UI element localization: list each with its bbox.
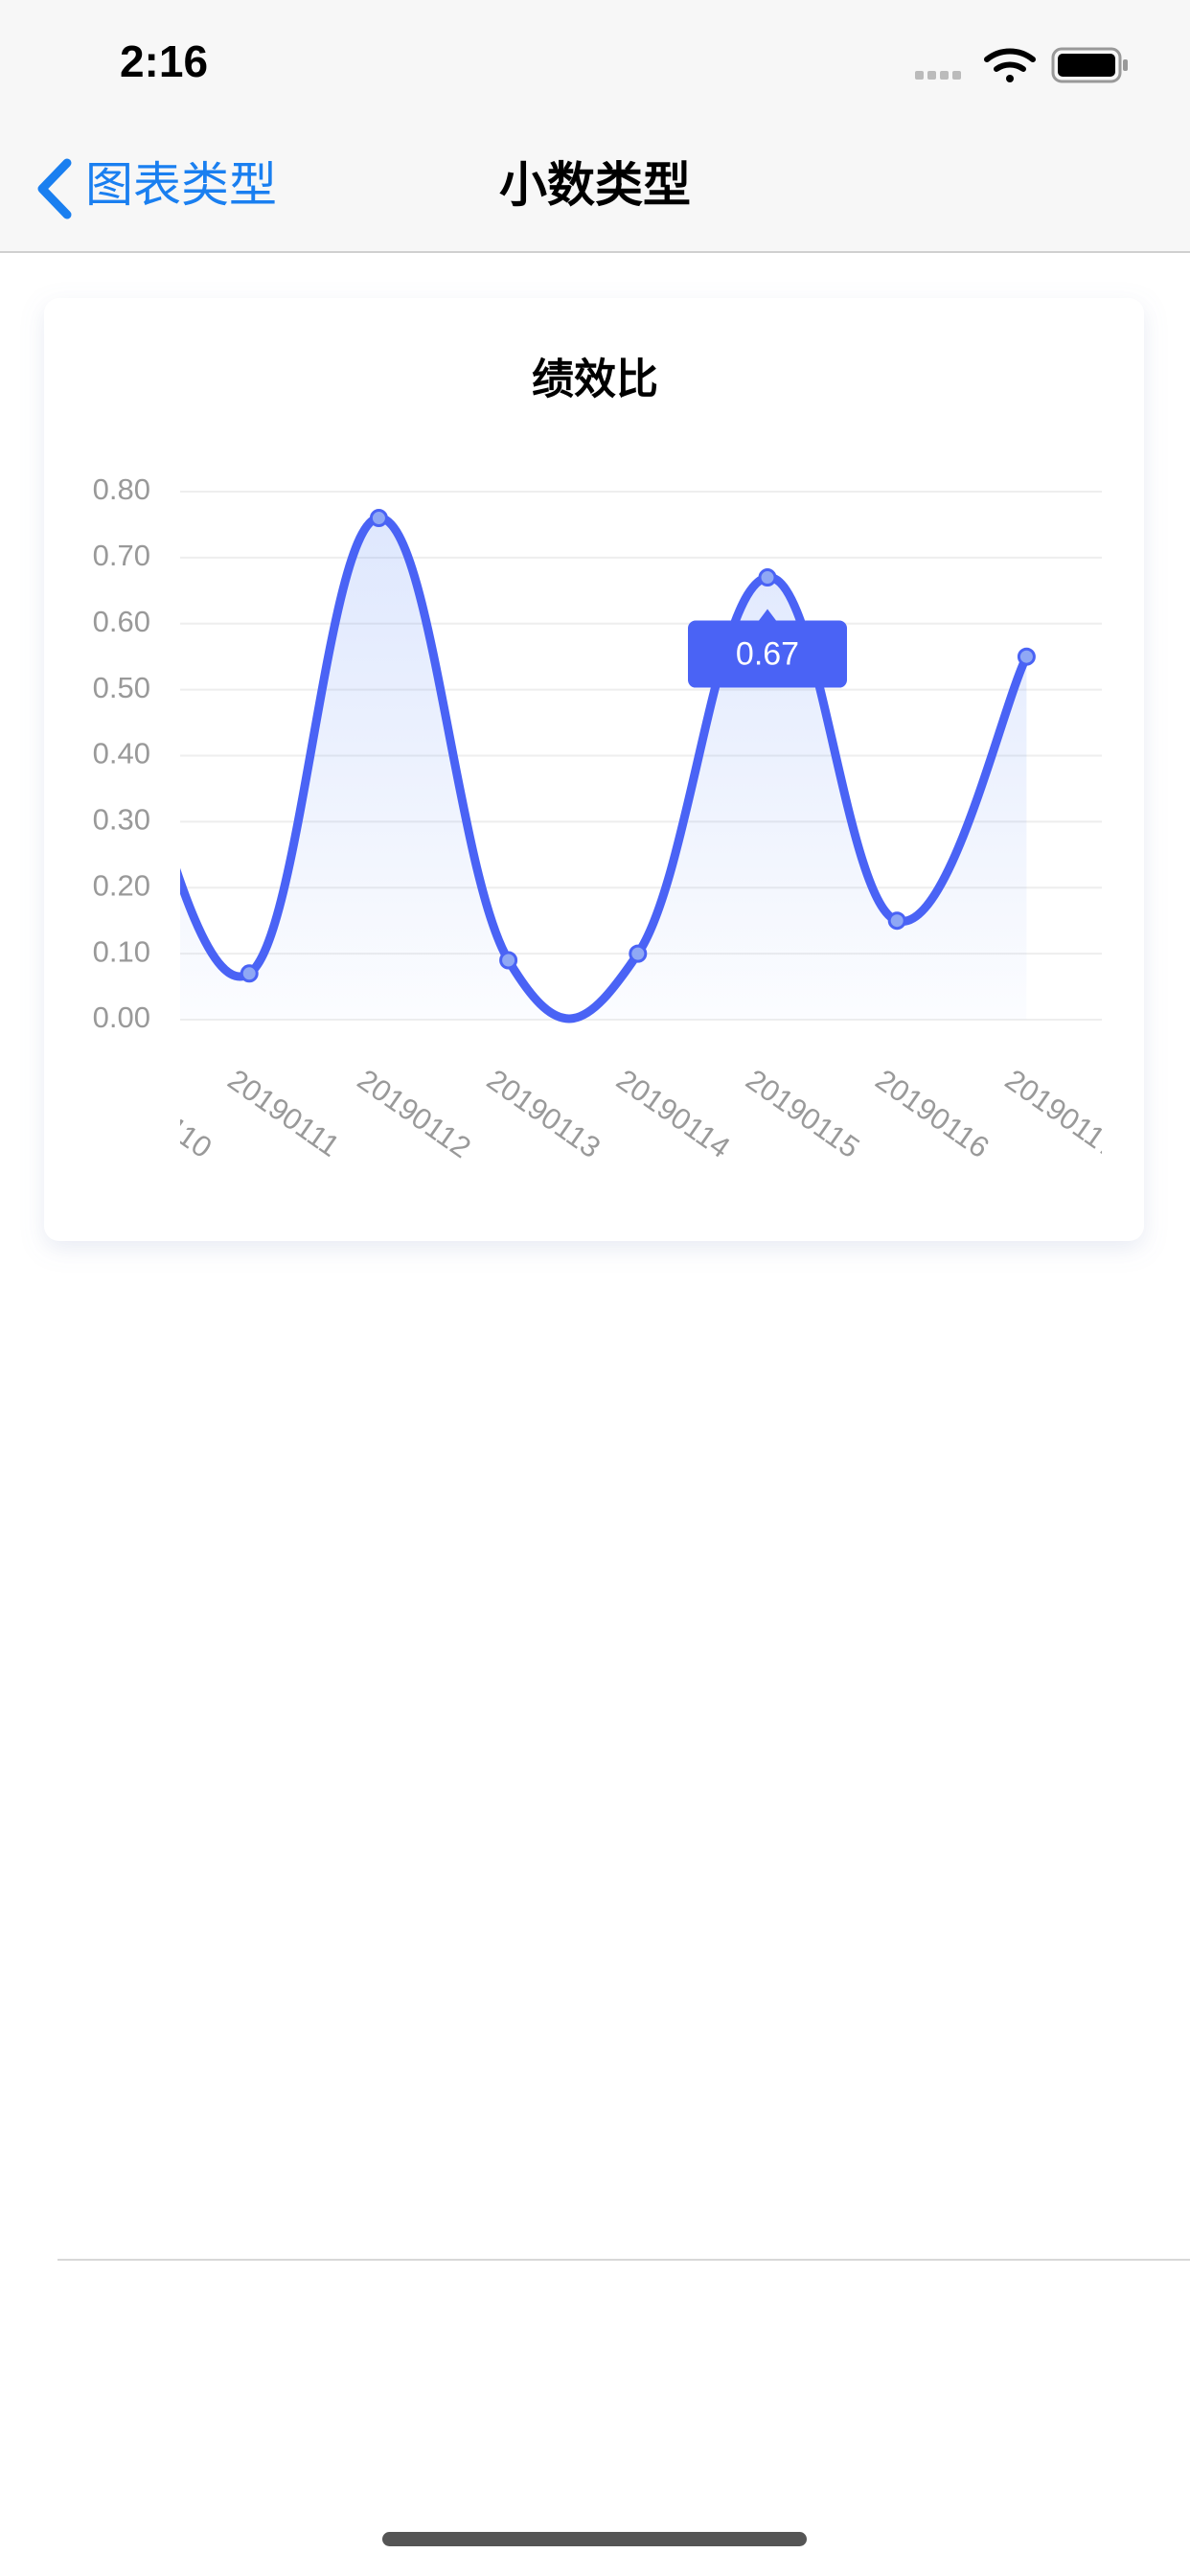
- point: [499, 951, 518, 970]
- status-time: 2:16: [120, 36, 208, 86]
- back-button[interactable]: 图表类型: [85, 158, 277, 212]
- battery-icon: [1051, 47, 1128, 83]
- y-tick-label: 0.30: [93, 803, 150, 837]
- y-tick-label: 0.20: [93, 868, 150, 902]
- area: [180, 518, 1027, 1020]
- y-tick-label: 0.60: [93, 605, 150, 638]
- home-indicator: [382, 2532, 807, 2546]
- y-tick-label: 0.50: [93, 671, 150, 704]
- signal-icon: [915, 71, 961, 80]
- chart-card: [44, 298, 1144, 1241]
- point: [758, 568, 777, 587]
- y-tick-label: 0.80: [93, 472, 150, 506]
- point: [887, 911, 906, 931]
- point: [369, 509, 388, 528]
- header-bg: [0, 0, 1190, 252]
- series-group: [180, 509, 1036, 1024]
- back-chevron[interactable]: [37, 158, 72, 219]
- y-tick-label: 0.00: [93, 1000, 150, 1034]
- tooltip-text: 0.67: [736, 636, 799, 673]
- wifi-icon: [984, 48, 1036, 82]
- chart-title: 绩效比: [532, 356, 658, 403]
- y-tick-label: 0.70: [93, 539, 150, 572]
- nav-title: 小数类型: [499, 158, 691, 212]
- point: [629, 944, 648, 963]
- point: [1017, 647, 1036, 666]
- y-tick-label: 0.40: [93, 737, 150, 770]
- point: [240, 964, 259, 983]
- line: [180, 514, 1031, 1024]
- y-tick-label: 0.10: [93, 934, 150, 968]
- tooltip: [688, 620, 847, 688]
